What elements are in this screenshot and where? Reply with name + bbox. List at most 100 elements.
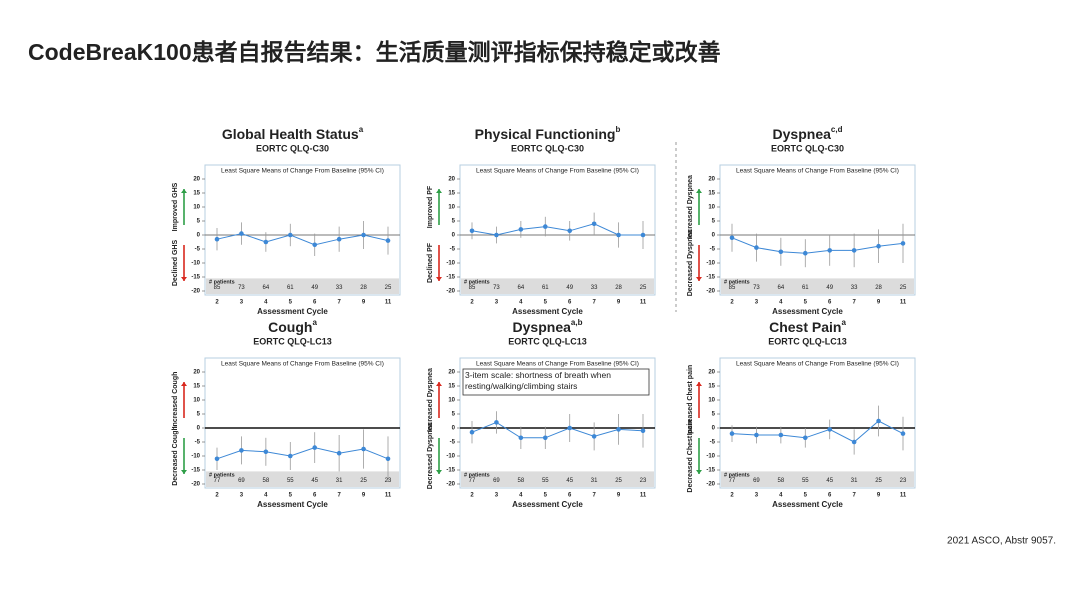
chart-title: Dyspneaa,b bbox=[513, 318, 583, 335]
patients-count: 73 bbox=[238, 285, 245, 291]
x-tick-label: 2 bbox=[730, 300, 734, 306]
x-tick-label: 5 bbox=[544, 493, 548, 499]
x-tick-label: 3 bbox=[755, 300, 759, 306]
y-tick-label: -5 bbox=[450, 247, 456, 253]
x-tick-label: 4 bbox=[264, 300, 268, 306]
y-tick-label: -20 bbox=[191, 289, 200, 295]
x-tick-label: 6 bbox=[568, 300, 572, 306]
patients-count: 23 bbox=[385, 478, 392, 484]
patients-count: 23 bbox=[640, 478, 647, 484]
data-point bbox=[876, 418, 881, 424]
plot-frame bbox=[719, 164, 916, 296]
y-tick-label: 5 bbox=[712, 412, 716, 418]
patients-count: 25 bbox=[640, 285, 647, 291]
x-tick-label: 9 bbox=[362, 300, 366, 306]
x-tick-label: 4 bbox=[779, 493, 783, 499]
data-point bbox=[312, 242, 318, 248]
x-tick-label: 4 bbox=[264, 493, 268, 499]
patients-count: 64 bbox=[263, 285, 270, 291]
patients-count: 61 bbox=[287, 285, 294, 291]
side-arrow-head bbox=[436, 277, 442, 281]
data-point bbox=[778, 249, 784, 255]
chart-title-note: a,b bbox=[571, 318, 583, 327]
side-arrow-head bbox=[181, 470, 187, 474]
side-arrow-head bbox=[436, 189, 442, 193]
patients-count: 31 bbox=[591, 478, 598, 484]
y-tick-label: 15 bbox=[448, 384, 455, 390]
patients-count: 31 bbox=[336, 478, 343, 484]
data-point bbox=[542, 224, 548, 229]
data-point bbox=[616, 427, 621, 432]
source: 2021 ASCO, Abstr 9057. bbox=[947, 536, 1056, 547]
patients-count: 85 bbox=[729, 285, 736, 291]
side-arrow-head bbox=[181, 189, 187, 193]
x-axis-label: Assessment Cycle bbox=[512, 500, 583, 509]
y-tick-label: -10 bbox=[191, 261, 200, 267]
data-point bbox=[616, 232, 621, 238]
x-tick-label: 11 bbox=[640, 493, 647, 499]
data-point bbox=[876, 243, 881, 249]
patients-count: 64 bbox=[778, 285, 785, 291]
chart-title-note: c,d bbox=[831, 125, 843, 134]
x-tick-label: 7 bbox=[337, 493, 341, 499]
x-tick-label: 3 bbox=[495, 300, 499, 306]
plot-title: Least Square Means of Change From Baseli… bbox=[221, 361, 384, 368]
patients-count: 73 bbox=[753, 285, 760, 291]
plot-title: Least Square Means of Change From Baseli… bbox=[736, 361, 899, 368]
y-tick-label: 20 bbox=[448, 177, 455, 183]
x-tick-label: 4 bbox=[779, 300, 783, 306]
patients-count: 69 bbox=[753, 478, 760, 484]
y-tick-label: 0 bbox=[712, 426, 716, 432]
x-tick-label: 11 bbox=[900, 300, 907, 306]
data-point bbox=[640, 428, 646, 434]
patients-count: 25 bbox=[875, 478, 882, 484]
y-tick-label: 0 bbox=[197, 233, 201, 239]
y-tick-label: -10 bbox=[446, 261, 455, 267]
data-point bbox=[591, 434, 597, 439]
chart-title: Global Health Statusa bbox=[222, 125, 364, 142]
patients-count: 58 bbox=[518, 478, 525, 484]
patients-count: 64 bbox=[518, 285, 525, 291]
patients-band bbox=[721, 471, 914, 487]
data-point bbox=[567, 425, 573, 431]
data-point bbox=[851, 439, 857, 445]
y-tick-label: -5 bbox=[710, 440, 716, 446]
x-tick-label: 4 bbox=[519, 493, 523, 499]
chart-title: Physical Functioningb bbox=[475, 125, 621, 142]
patients-count: 33 bbox=[591, 285, 598, 291]
chart-title: Cougha bbox=[268, 318, 317, 335]
data-point bbox=[802, 250, 808, 256]
patients-count: 77 bbox=[469, 478, 476, 484]
side-label: Decreased Dyspnea bbox=[427, 423, 434, 490]
y-tick-label: -20 bbox=[191, 482, 200, 488]
y-tick-label: -15 bbox=[191, 275, 200, 281]
chart-title-text: Physical Functioning bbox=[475, 126, 616, 142]
patients-count: 28 bbox=[360, 285, 367, 291]
side-arrow-head bbox=[181, 382, 187, 386]
patients-band bbox=[721, 278, 914, 294]
patients-count: 55 bbox=[542, 478, 549, 484]
data-point bbox=[494, 232, 499, 238]
patients-count: 69 bbox=[493, 478, 500, 484]
patients-band bbox=[461, 471, 654, 487]
patients-label: # patients bbox=[209, 472, 235, 478]
series-line bbox=[731, 237, 904, 254]
y-tick-label: -20 bbox=[706, 482, 715, 488]
x-tick-label: 2 bbox=[730, 493, 734, 499]
patients-count: 61 bbox=[802, 285, 809, 291]
patients-count: 45 bbox=[311, 478, 318, 484]
patients-count: 49 bbox=[826, 285, 833, 291]
patients-count: 45 bbox=[566, 478, 573, 484]
x-tick-label: 11 bbox=[640, 300, 647, 306]
chart-subtitle: EORTC QLQ-C30 bbox=[256, 143, 329, 153]
y-tick-label: -5 bbox=[195, 247, 201, 253]
x-tick-label: 5 bbox=[804, 493, 808, 499]
x-tick-label: 7 bbox=[592, 493, 596, 499]
side-label: Decreased Chest pain bbox=[687, 419, 694, 492]
side-label: Improved PF bbox=[427, 185, 434, 228]
patients-count: 73 bbox=[493, 285, 500, 291]
series-line bbox=[216, 233, 389, 246]
patients-count: 55 bbox=[802, 478, 809, 484]
y-tick-label: 0 bbox=[712, 233, 716, 239]
x-tick-label: 3 bbox=[240, 300, 244, 306]
